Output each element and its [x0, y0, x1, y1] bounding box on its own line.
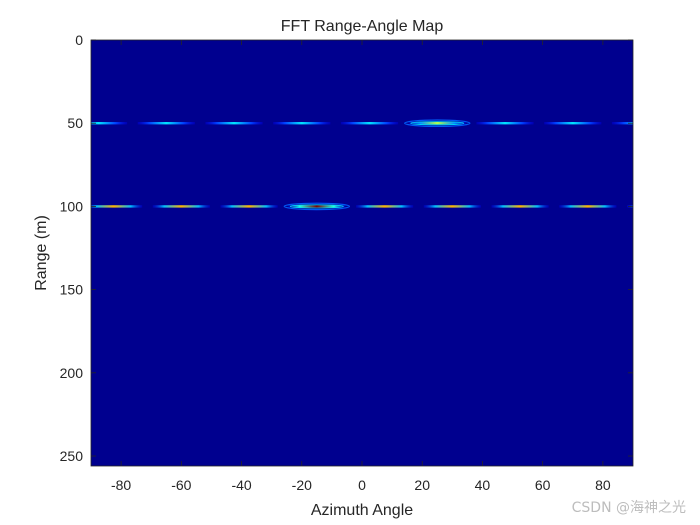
x-tick-label: 20: [414, 477, 430, 493]
x-tick-label: 60: [535, 477, 551, 493]
target-sidelobe: [91, 205, 143, 208]
y-tick-label: 250: [60, 448, 84, 464]
target-main-lobe-spread: [283, 202, 351, 211]
x-tick-label: -80: [111, 477, 131, 493]
y-axis-label: Range (m): [33, 215, 50, 291]
target-sidelobe: [476, 122, 534, 125]
target-sidelobe: [423, 205, 481, 208]
target-main-lobe: [408, 122, 466, 125]
x-axis: -80 -60 -40 -20 0 20 40 60 80: [111, 40, 611, 493]
y-tick-label: 200: [60, 365, 84, 381]
target-main-lobe: [288, 205, 346, 208]
target-main-lobe-core: [289, 204, 344, 209]
target-sidelobe: [137, 122, 195, 125]
target-band: [91, 119, 633, 128]
target-sidelobe: [205, 122, 263, 125]
x-tick-label: 40: [475, 477, 491, 493]
x-tick-label: 0: [358, 477, 366, 493]
target-sidelobe: [152, 205, 210, 208]
target-main-lobe-core: [410, 121, 465, 126]
target-sidelobe: [273, 122, 331, 125]
y-axis: 0 50 100 150 200 250: [60, 32, 633, 464]
target-sidelobe: [544, 122, 602, 125]
y-tick-label: 0: [75, 32, 83, 48]
x-tick-label: -60: [171, 477, 191, 493]
target-sidelobe: [626, 205, 633, 208]
target-sidelobe: [340, 122, 399, 125]
target-sidelobe: [220, 205, 278, 208]
chart-title: FFT Range-Angle Map: [281, 18, 444, 35]
target-main-lobe-spread: [404, 119, 471, 128]
plot-area: [91, 40, 633, 466]
target-sidelobe: [91, 122, 128, 125]
y-tick-label: 50: [67, 115, 83, 131]
target-sidelobe: [355, 205, 414, 208]
x-axis-label: Azimuth Angle: [311, 502, 413, 519]
x-tick-label: 80: [595, 477, 611, 493]
y-tick-label: 100: [60, 198, 84, 214]
target-sidelobe: [611, 122, 633, 125]
watermark: CSDN @海神之光: [571, 500, 686, 516]
y-tick-label: 150: [60, 282, 84, 298]
target-sidelobe: [559, 205, 617, 208]
x-tick-label: -40: [231, 477, 251, 493]
target-sidelobe: [491, 205, 549, 208]
x-tick-label: -20: [292, 477, 312, 493]
